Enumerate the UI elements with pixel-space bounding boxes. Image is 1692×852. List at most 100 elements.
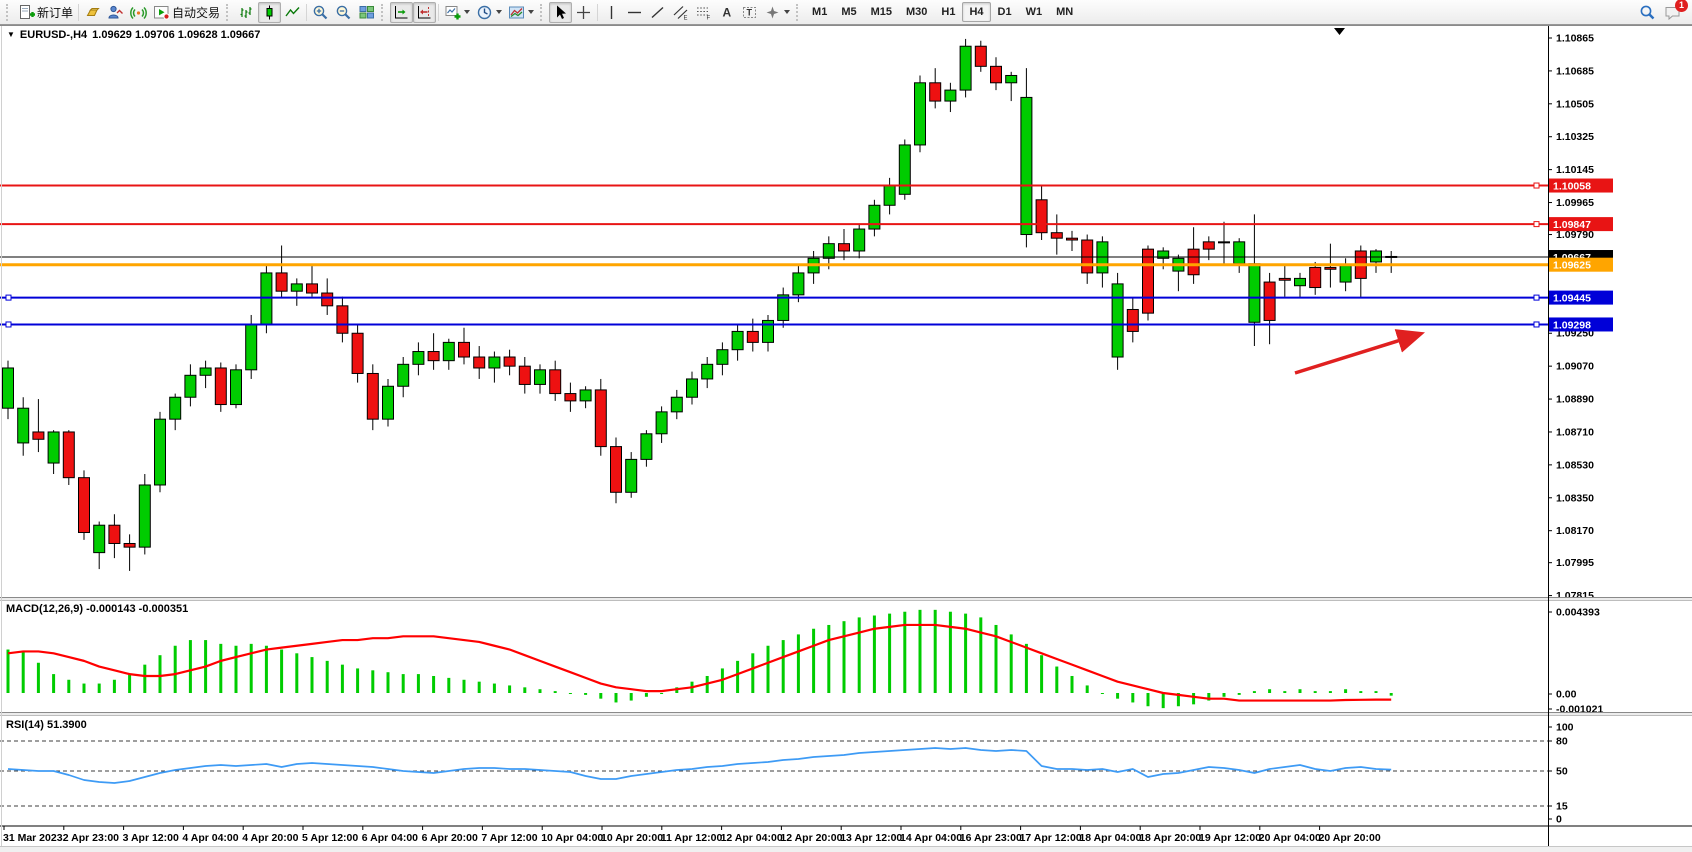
zoom-in-icon: [313, 5, 328, 19]
signals-button[interactable]: [127, 2, 150, 23]
tile-windows-icon: [359, 5, 375, 18]
autotrading-button[interactable]: 自动交易: [150, 2, 223, 23]
svg-text:10 Apr 04:00: 10 Apr 04:00: [541, 832, 603, 844]
line-chart-icon: [285, 6, 300, 16]
svg-text:1.10505: 1.10505: [1556, 98, 1594, 110]
timeframe-m1-button[interactable]: M1: [812, 6, 828, 18]
fibonacci-icon: F: [697, 7, 711, 21]
svg-text:50: 50: [1556, 766, 1568, 778]
indicators-button[interactable]: [441, 2, 473, 23]
timeframe-h4-button[interactable]: H4: [962, 2, 991, 22]
bar-chart-icon: [240, 6, 252, 18]
svg-text:12 Apr 20:00: 12 Apr 20:00: [780, 832, 842, 844]
vertical-line-icon: [610, 5, 613, 19]
tile-windows-button[interactable]: [355, 2, 378, 23]
timeframe-m30-button[interactable]: M30: [906, 6, 928, 18]
vertical-line-button[interactable]: [600, 2, 623, 23]
svg-text:20 Apr 04:00: 20 Apr 04:00: [1259, 832, 1321, 844]
rsi-panel: 100 80 50 150: [0, 722, 1574, 826]
svg-text:11 Apr 12:00: 11 Apr 12:00: [661, 832, 723, 844]
arrow-annotation[interactable]: [1294, 329, 1426, 375]
channel-icon: E: [673, 5, 688, 21]
indicators-dropdown-caret: [464, 10, 471, 14]
toolbar-grip: [796, 3, 802, 21]
svg-text:1.08170: 1.08170: [1556, 525, 1594, 537]
svg-text:17 Apr 12:00: 17 Apr 12:00: [1020, 832, 1082, 844]
line-chart-button[interactable]: [281, 2, 304, 23]
signal-waves-icon: [130, 6, 147, 19]
svg-text:1.09965: 1.09965: [1556, 197, 1594, 209]
auto-scroll-icon: [395, 5, 408, 18]
timeframe-m5-button[interactable]: M5: [841, 6, 857, 18]
timeframe-d1-button[interactable]: D1: [997, 6, 1012, 18]
periods-dropdown-caret: [496, 10, 503, 14]
svg-text:13 Apr 12:00: 13 Apr 12:00: [840, 832, 902, 844]
timeframe-h1-button[interactable]: H1: [941, 6, 956, 18]
svg-text:15: 15: [1556, 801, 1568, 813]
chart-shift-marker-icon[interactable]: [1334, 28, 1345, 35]
svg-text:80: 80: [1556, 736, 1568, 748]
svg-text:0.00: 0.00: [1556, 689, 1577, 701]
svg-text:18 Apr 04:00: 18 Apr 04:00: [1079, 832, 1141, 844]
main-toolbar: 新订单 自动交易: [0, 0, 1692, 25]
crosshair-button[interactable]: [572, 2, 595, 23]
text-label-icon: T: [743, 6, 757, 18]
search-icon[interactable]: [1639, 4, 1656, 21]
timeframe-group: M1 M5 M15 M30 H1 H4 D1 W1 MN: [805, 2, 1080, 22]
svg-text:4 Apr 04:00: 4 Apr 04:00: [182, 832, 238, 844]
horizontal-level-lines[interactable]: [0, 182, 1548, 328]
timeframe-mn-button[interactable]: MN: [1056, 6, 1074, 18]
clock-icon: [477, 5, 492, 19]
text-icon: A: [723, 5, 732, 19]
svg-text:1.07995: 1.07995: [1556, 557, 1594, 569]
price-chart-canvas[interactable]: 1.10865 1.10685 1.10505 1.10325 1.10145 1.099…: [0, 25, 1692, 852]
text-label-button[interactable]: T: [738, 2, 761, 23]
periods-button[interactable]: [473, 2, 505, 23]
market-watch-button[interactable]: [81, 2, 104, 23]
new-order-button[interactable]: 新订单: [15, 2, 76, 23]
fibonacci-button[interactable]: F: [692, 2, 715, 23]
svg-text:12 Apr 04:00: 12 Apr 04:00: [721, 832, 783, 844]
timeframe-w1-button[interactable]: W1: [1025, 6, 1043, 18]
zoom-out-button[interactable]: [332, 2, 355, 23]
svg-text:18 Apr 20:00: 18 Apr 20:00: [1139, 832, 1201, 844]
svg-text:4 Apr 20:00: 4 Apr 20:00: [242, 832, 298, 844]
arrows-icon: [766, 6, 779, 18]
person-chart-icon: [108, 5, 124, 18]
svg-text:20 Apr 20:00: 20 Apr 20:00: [1319, 832, 1381, 844]
arrows-dropdown-caret: [784, 10, 791, 14]
chart-shift-button[interactable]: [413, 1, 437, 23]
svg-text:1.10058: 1.10058: [1553, 181, 1591, 193]
text-button[interactable]: A: [715, 2, 738, 23]
notifications-button[interactable]: 1: [1664, 0, 1688, 21]
time-axis[interactable]: 31 Mar 2023 2 Apr 23:00 3 Apr 12:00 4 Apr 0…: [3, 826, 1381, 844]
svg-text:10 Apr 20:00: 10 Apr 20:00: [601, 832, 663, 844]
equidistant-channel-button[interactable]: E: [669, 2, 692, 23]
svg-text:F: F: [707, 15, 711, 21]
templates-button[interactable]: [505, 2, 537, 23]
navigator-button[interactable]: [104, 2, 127, 23]
svg-text:1.09625: 1.09625: [1553, 260, 1591, 272]
trendline-button[interactable]: [646, 2, 669, 23]
bar-chart-button[interactable]: [235, 2, 258, 23]
toolbar-grip: [6, 3, 12, 21]
arrows-button[interactable]: [761, 2, 793, 23]
svg-text:1.10325: 1.10325: [1556, 131, 1594, 143]
toolbar-grip: [540, 3, 546, 21]
panel-dividers[interactable]: [0, 597, 1692, 716]
template-icon: [509, 6, 525, 18]
candlestick-chart-button[interactable]: [258, 1, 282, 23]
svg-text:1.08710: 1.08710: [1556, 426, 1594, 438]
cursor-button[interactable]: [549, 1, 573, 23]
crosshair-icon: [577, 5, 591, 19]
svg-text:1.09790: 1.09790: [1556, 229, 1594, 241]
horizontal-line-button[interactable]: [623, 2, 646, 23]
timeframe-m15-button[interactable]: M15: [870, 6, 892, 18]
new-order-icon: [20, 4, 35, 19]
chart-background: [0, 25, 1692, 852]
autotrading-label: 自动交易: [172, 5, 221, 20]
svg-text:1.09070: 1.09070: [1556, 361, 1594, 373]
zoom-in-button[interactable]: [309, 2, 332, 23]
auto-scroll-button[interactable]: [390, 1, 414, 23]
svg-text:16 Apr 23:00: 16 Apr 23:00: [960, 832, 1022, 844]
